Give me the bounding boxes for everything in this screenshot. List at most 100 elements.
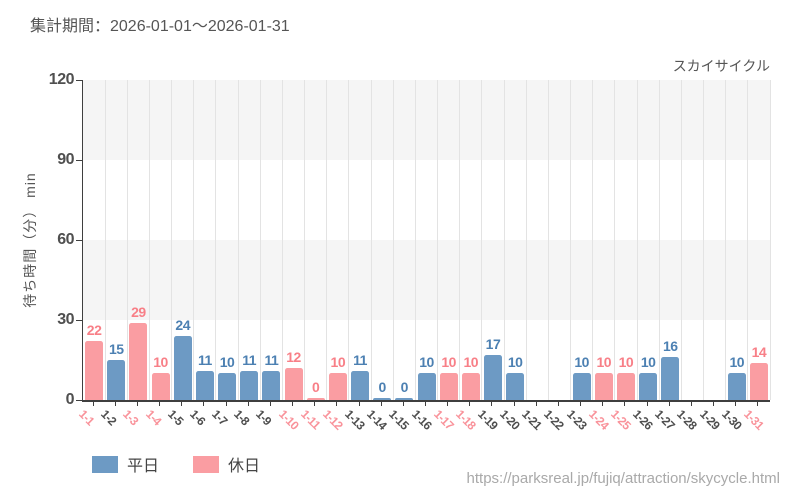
bar-value-label: 29 (131, 303, 146, 320)
x-axis-tick (136, 402, 138, 406)
bar (373, 398, 392, 400)
bar-value-label: 10 (330, 354, 346, 371)
gridline (104, 80, 106, 400)
gridline (769, 80, 771, 400)
x-tick-label: 1-25 (608, 407, 634, 433)
legend-item-weekday: 平日 (92, 452, 159, 476)
x-axis-tick (602, 402, 604, 406)
bar (351, 370, 370, 400)
x-axis-tick (757, 402, 759, 406)
x-tick-label: 1-21 (519, 407, 545, 433)
bar (240, 370, 259, 400)
legend-item-holiday: 休日 (193, 452, 260, 476)
bar-value-label: 10 (441, 354, 456, 371)
bar (284, 368, 303, 400)
bar (85, 341, 104, 400)
x-tick-label: 1-11 (297, 407, 323, 433)
x-axis-tick (447, 402, 449, 406)
y-axis-tick (76, 159, 82, 161)
bar (328, 373, 347, 400)
bar-value-label: 10 (640, 354, 656, 371)
x-tick-label: 1-20 (497, 407, 523, 433)
x-tick-label: 1-14 (364, 407, 390, 433)
attraction-name: スカイサイクル (672, 58, 770, 74)
gridline (680, 80, 682, 400)
bar (749, 362, 768, 400)
x-tick-label: 1-3 (120, 407, 142, 429)
gridline (747, 80, 749, 400)
x-tick-label: 1-4 (142, 407, 164, 429)
bar-value-label: 0 (312, 379, 320, 395)
x-tick-label: 1-15 (386, 407, 412, 433)
gridline (259, 80, 261, 400)
gridline (370, 80, 372, 400)
x-axis-tick (159, 402, 161, 406)
bar-value-label: 10 (729, 354, 745, 371)
bar (262, 370, 281, 400)
x-tick-label: 1-9 (253, 407, 275, 429)
bar (151, 373, 170, 400)
bar-value-label: 10 (618, 354, 634, 371)
gridline (148, 80, 150, 400)
x-tick-label: 1-2 (98, 407, 120, 429)
x-tick-label: 1-24 (585, 407, 612, 433)
x-tick-label: 1-26 (630, 407, 656, 433)
x-axis-tick (92, 402, 94, 406)
bar (439, 373, 458, 400)
x-axis-tick (668, 402, 670, 406)
gridline (725, 80, 727, 400)
bar (661, 357, 680, 400)
bar-value-label: 14 (751, 343, 767, 360)
bar-value-label: 10 (507, 354, 523, 371)
chart-plot-area: 22 15 29 10 24 11 10 11 11 12 0 10 11 0 0 10 10 10 17 10 10 1… (82, 80, 771, 402)
x-axis-tick (402, 402, 404, 406)
y-tick-label: 90 (57, 151, 74, 168)
gridline (658, 80, 660, 400)
bar-value-label: 0 (378, 379, 387, 395)
holiday-color-swatch (193, 455, 220, 473)
gridline (392, 80, 394, 400)
x-axis-tick (247, 402, 249, 406)
bar-value-label: 11 (242, 351, 257, 368)
x-axis-tick (557, 402, 559, 406)
bar (129, 322, 148, 400)
gridline (414, 80, 416, 400)
x-tick-label: 1-18 (452, 407, 479, 433)
x-axis-tick (713, 402, 715, 406)
x-axis-tick (735, 402, 737, 406)
bar-value-label: 17 (485, 335, 501, 352)
bar-value-label: 10 (596, 354, 612, 371)
gridline (193, 80, 195, 400)
y-tick-label: 0 (65, 391, 75, 408)
x-tick-label: 1-10 (275, 407, 302, 433)
bar-value-label: 10 (463, 354, 479, 371)
x-tick-label: 1-1 (76, 407, 98, 429)
bar-value-label: 10 (153, 354, 168, 371)
bar (218, 373, 237, 400)
x-axis-tick (425, 402, 426, 406)
y-tick-label: 120 (48, 71, 75, 88)
bar-value-label: 0 (400, 379, 409, 395)
x-axis-tick (314, 402, 316, 406)
gridline (171, 80, 173, 400)
y-axis-tick (76, 239, 82, 241)
y-axis-tick (76, 399, 82, 401)
bar-value-label: 11 (197, 351, 212, 368)
gridline (281, 80, 283, 400)
bar (417, 373, 436, 400)
x-axis-tick (690, 402, 692, 406)
x-axis-tick (380, 402, 382, 406)
x-axis-tick (181, 402, 183, 406)
gridline (459, 80, 461, 400)
x-tick-label: 1-19 (475, 407, 501, 433)
bar-value-label: 10 (574, 354, 589, 371)
bar-value-label: 11 (353, 351, 367, 368)
bar (616, 373, 635, 400)
x-tick-label: 1-31 (741, 407, 767, 433)
gridline (614, 80, 616, 400)
bar (195, 370, 214, 400)
bar-value-label: 12 (286, 349, 301, 365)
x-tick-label: 1-7 (209, 407, 231, 429)
chart-legend: 平日 休日 (92, 452, 260, 476)
x-tick-label: 1-6 (186, 407, 209, 429)
